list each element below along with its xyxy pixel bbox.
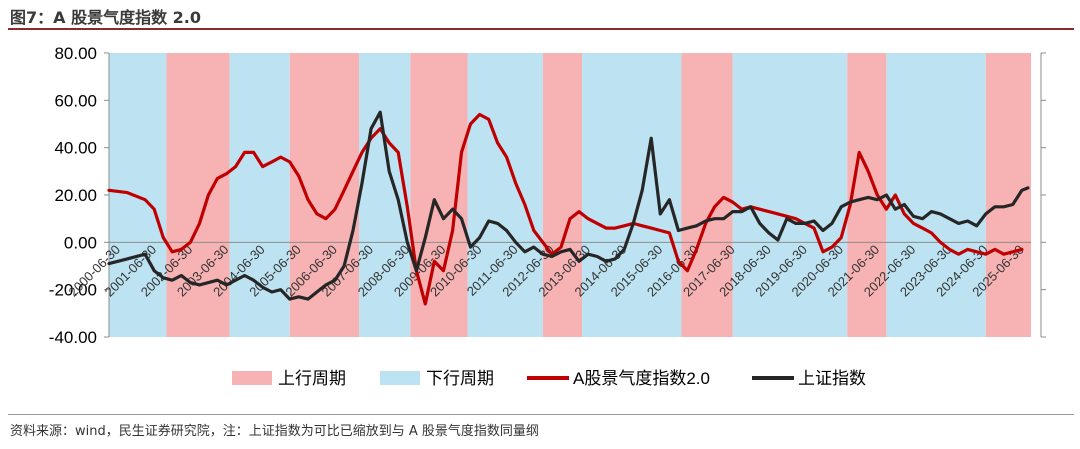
band-down-0 — [109, 53, 167, 337]
legend-swatch — [380, 371, 420, 385]
band-down-10 — [732, 53, 848, 337]
legend-label: A股景气度指数2.0 — [573, 369, 710, 388]
band-up-3 — [289, 53, 360, 337]
y-tick-label: 60.00 — [54, 91, 97, 110]
band-up-11 — [847, 53, 887, 337]
band-up-13 — [985, 53, 1031, 337]
title-rule — [8, 28, 1074, 30]
band-down-6 — [467, 53, 543, 337]
legend-label: 上证指数 — [798, 369, 866, 388]
source-note: 资料来源：wind，民生证券研究院，注：上证指数为可比已缩放到与 A 股景气度指… — [10, 424, 539, 439]
y-tick-label: 80.00 — [54, 44, 97, 63]
band-up-1 — [166, 53, 230, 337]
legend-swatch — [232, 371, 272, 385]
band-up-9 — [681, 53, 733, 337]
legend-label: 下行周期 — [426, 369, 494, 388]
y-tick-label: -40.00 — [49, 328, 97, 347]
series-line-1 — [107, 112, 1024, 306]
footer-rule — [8, 414, 1074, 415]
band-up-7 — [542, 53, 583, 337]
y-tick-label: 20.00 — [54, 186, 97, 205]
band-down-12 — [886, 53, 986, 337]
y-tick-label: 40.00 — [54, 139, 97, 158]
series-line-2 — [107, 110, 1030, 301]
figure-title: 图7：A 股景气度指数 2.0 — [10, 8, 202, 27]
y-tick-label: 0.00 — [64, 233, 97, 252]
y-tick-label: -20.00 — [49, 281, 97, 300]
legend-label: 上行周期 — [278, 369, 346, 388]
band-down-4 — [359, 53, 411, 337]
band-down-8 — [582, 53, 682, 337]
